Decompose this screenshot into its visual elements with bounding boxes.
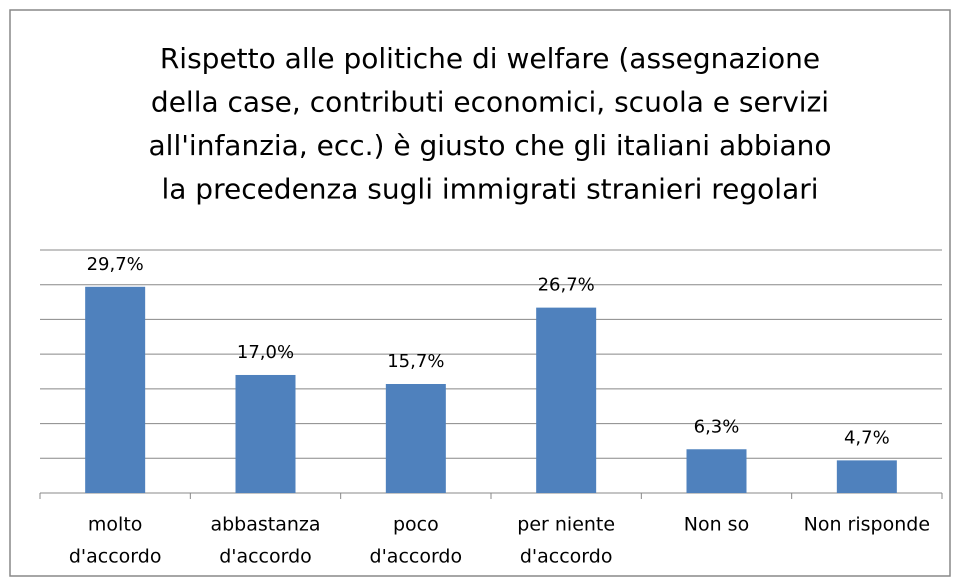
chart-title: della case, contributi economici, scuola… (151, 86, 829, 119)
x-tick-label: poco (393, 514, 439, 536)
x-tick-label: abbastanza (210, 514, 320, 536)
data-label: 4,7% (844, 427, 890, 448)
bar (85, 286, 146, 493)
x-tick-label: molto (88, 514, 143, 536)
x-tick-label: d'accordo (69, 546, 162, 568)
x-tick-label: d'accordo (219, 546, 312, 568)
data-label: 29,7% (87, 254, 144, 275)
bar (686, 449, 747, 493)
x-tick-label: Non risponde (804, 514, 930, 536)
chart-border (9, 9, 951, 577)
data-label: 26,7% (538, 275, 595, 296)
bar (235, 374, 296, 493)
data-label: 17,0% (237, 342, 294, 363)
chart-title: la precedenza sugli immigrati stranieri … (161, 173, 818, 206)
bar (385, 383, 446, 493)
data-label: 6,3% (694, 416, 740, 437)
data-label: 15,7% (387, 351, 444, 372)
x-tick-label: d'accordo (370, 546, 463, 568)
chart-title: all'infanzia, ecc.) è giusto che gli ita… (149, 129, 832, 162)
bar (536, 307, 597, 493)
chart-title: Rispetto alle politiche di welfare (asse… (160, 42, 820, 75)
x-tick-label: d'accordo (520, 546, 613, 568)
x-tick-label: Non so (684, 514, 749, 536)
bar (836, 460, 897, 493)
x-tick-label: per niente (517, 514, 615, 536)
